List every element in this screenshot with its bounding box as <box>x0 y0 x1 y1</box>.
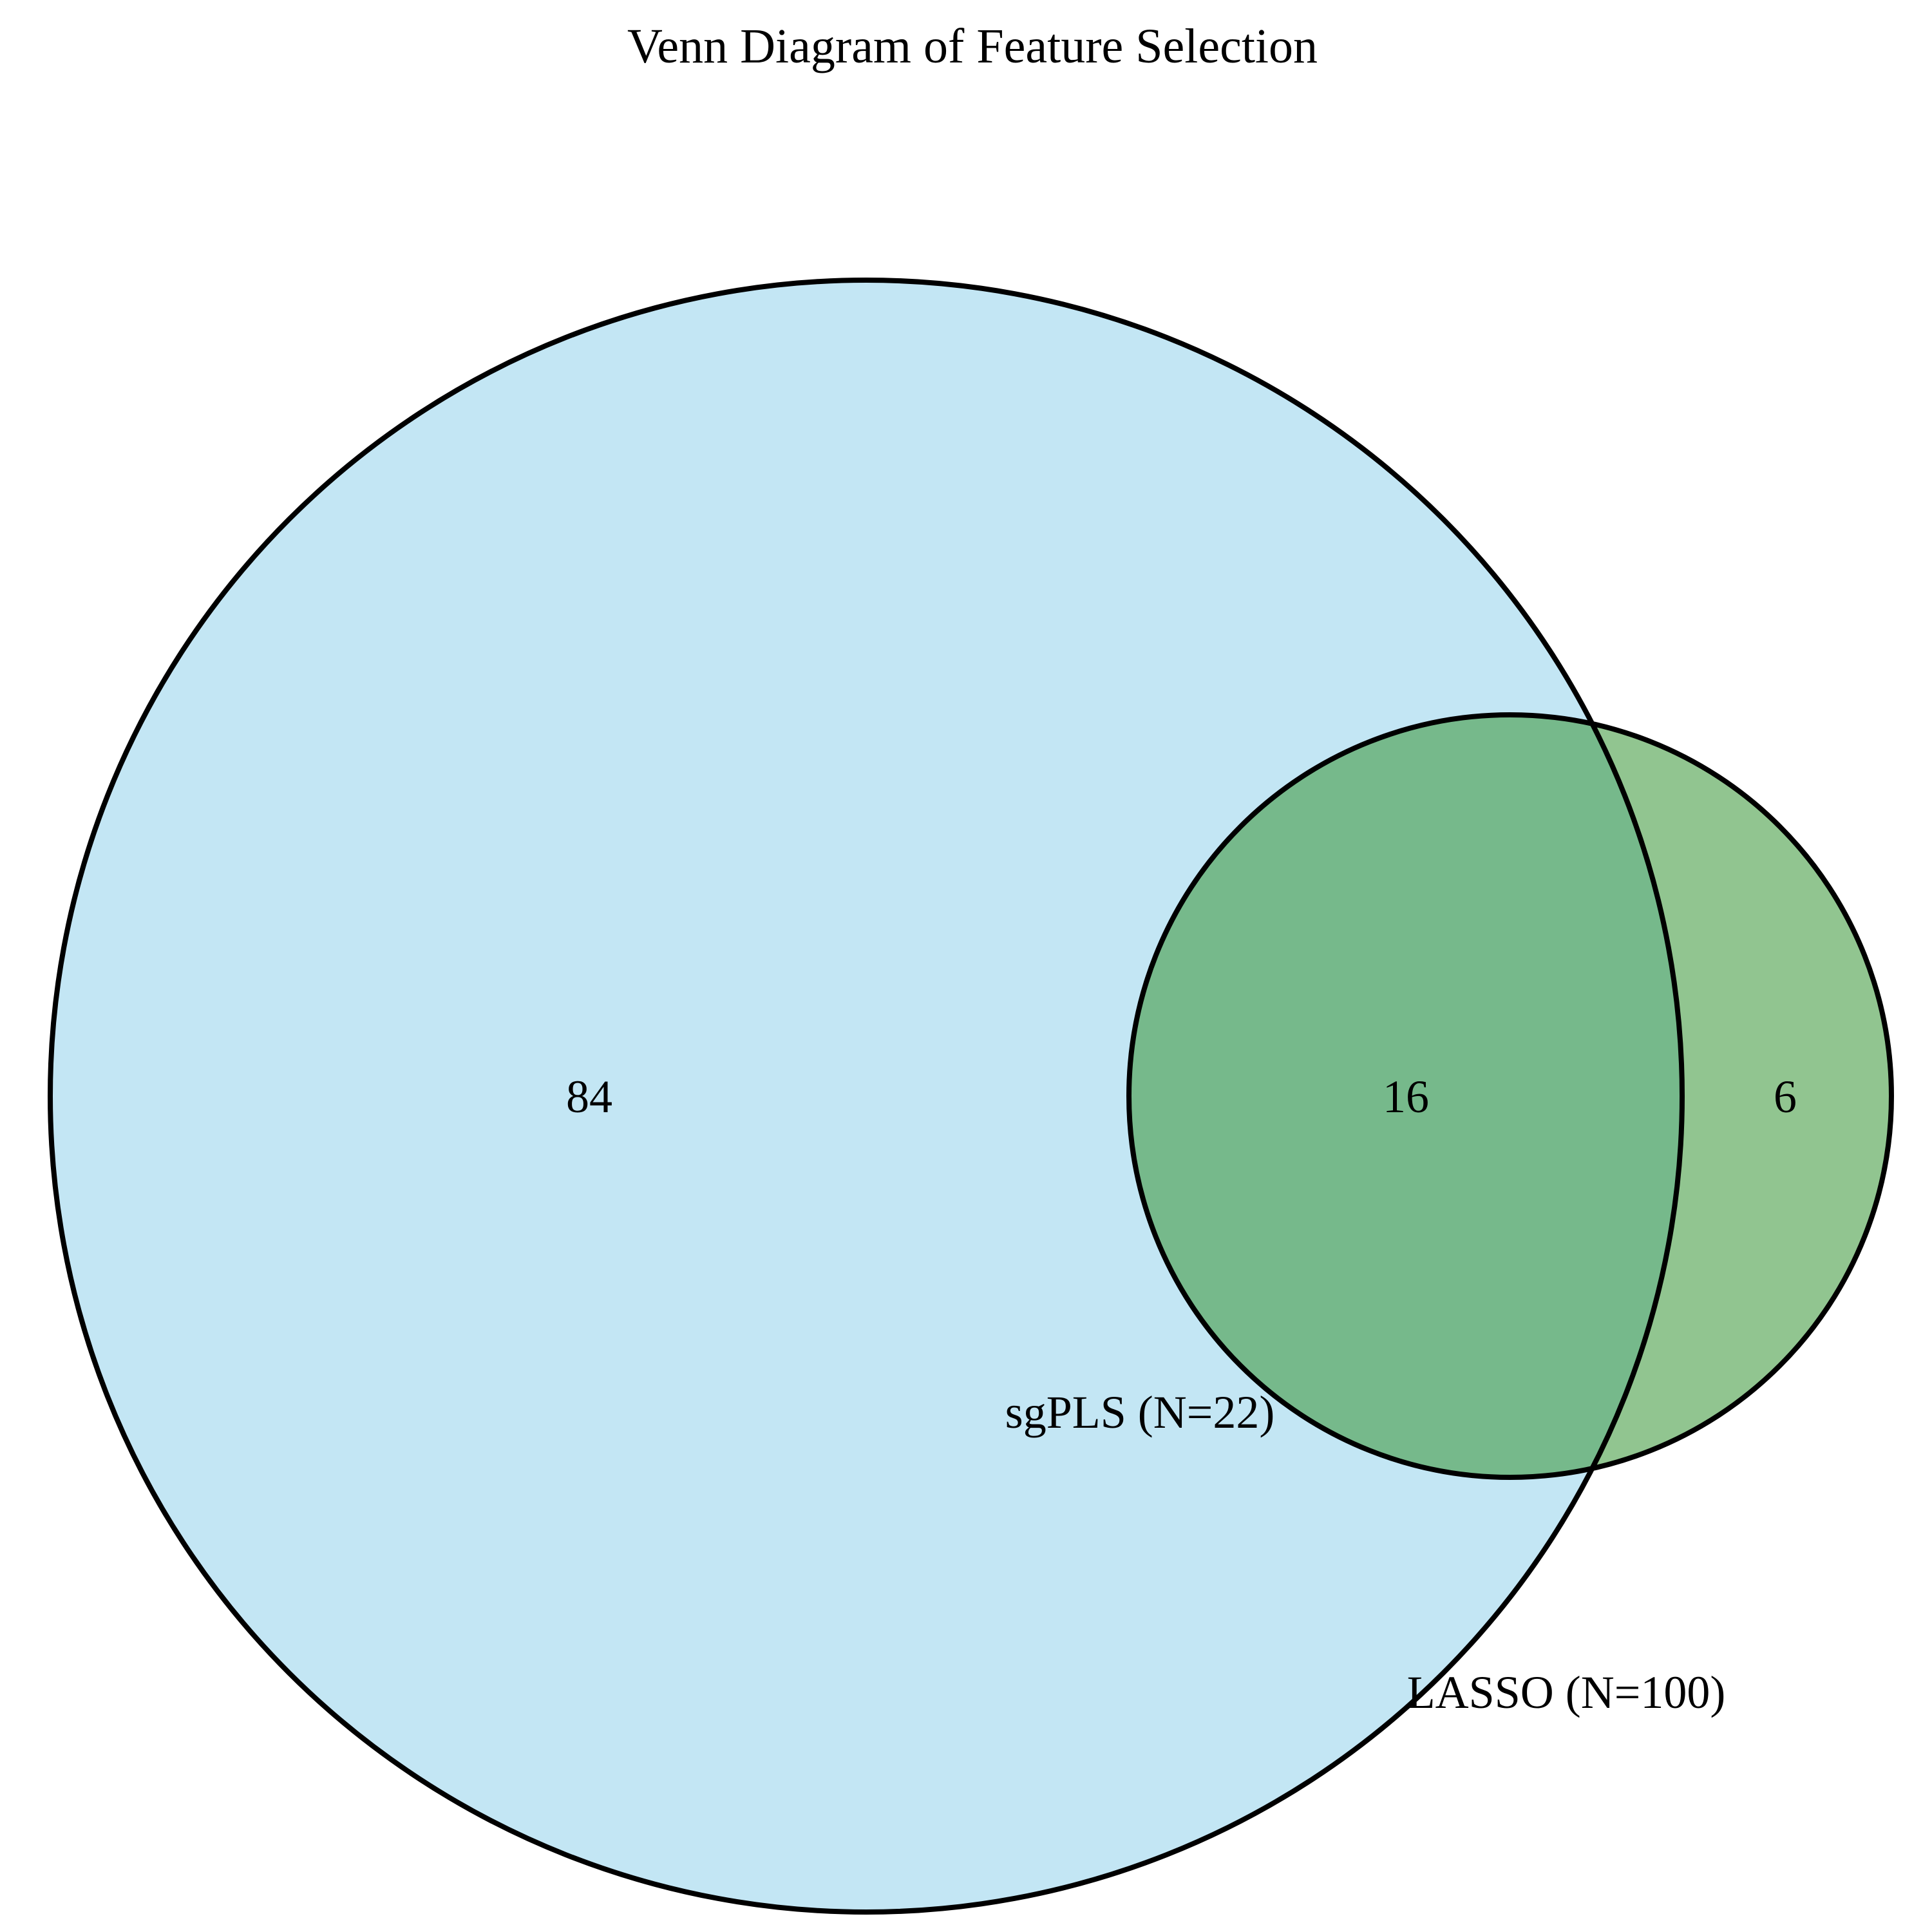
lasso-only-count: 84 <box>566 1071 612 1122</box>
lasso-set-label: LASSO (N=100) <box>1407 1667 1726 1718</box>
overlap-count: 16 <box>1383 1071 1429 1122</box>
overlap-region <box>1129 715 1682 1477</box>
lasso-set-outline <box>48 278 1685 1915</box>
diagram-title: Venn Diagram of Feature Selection <box>627 19 1318 73</box>
lasso-set-circle <box>50 280 1682 1912</box>
sgpls-set-label: sgPLS (N=22) <box>1005 1387 1275 1438</box>
sgpls-only-count: 6 <box>1774 1071 1797 1122</box>
sgpls-set-outline <box>1126 712 1894 1480</box>
